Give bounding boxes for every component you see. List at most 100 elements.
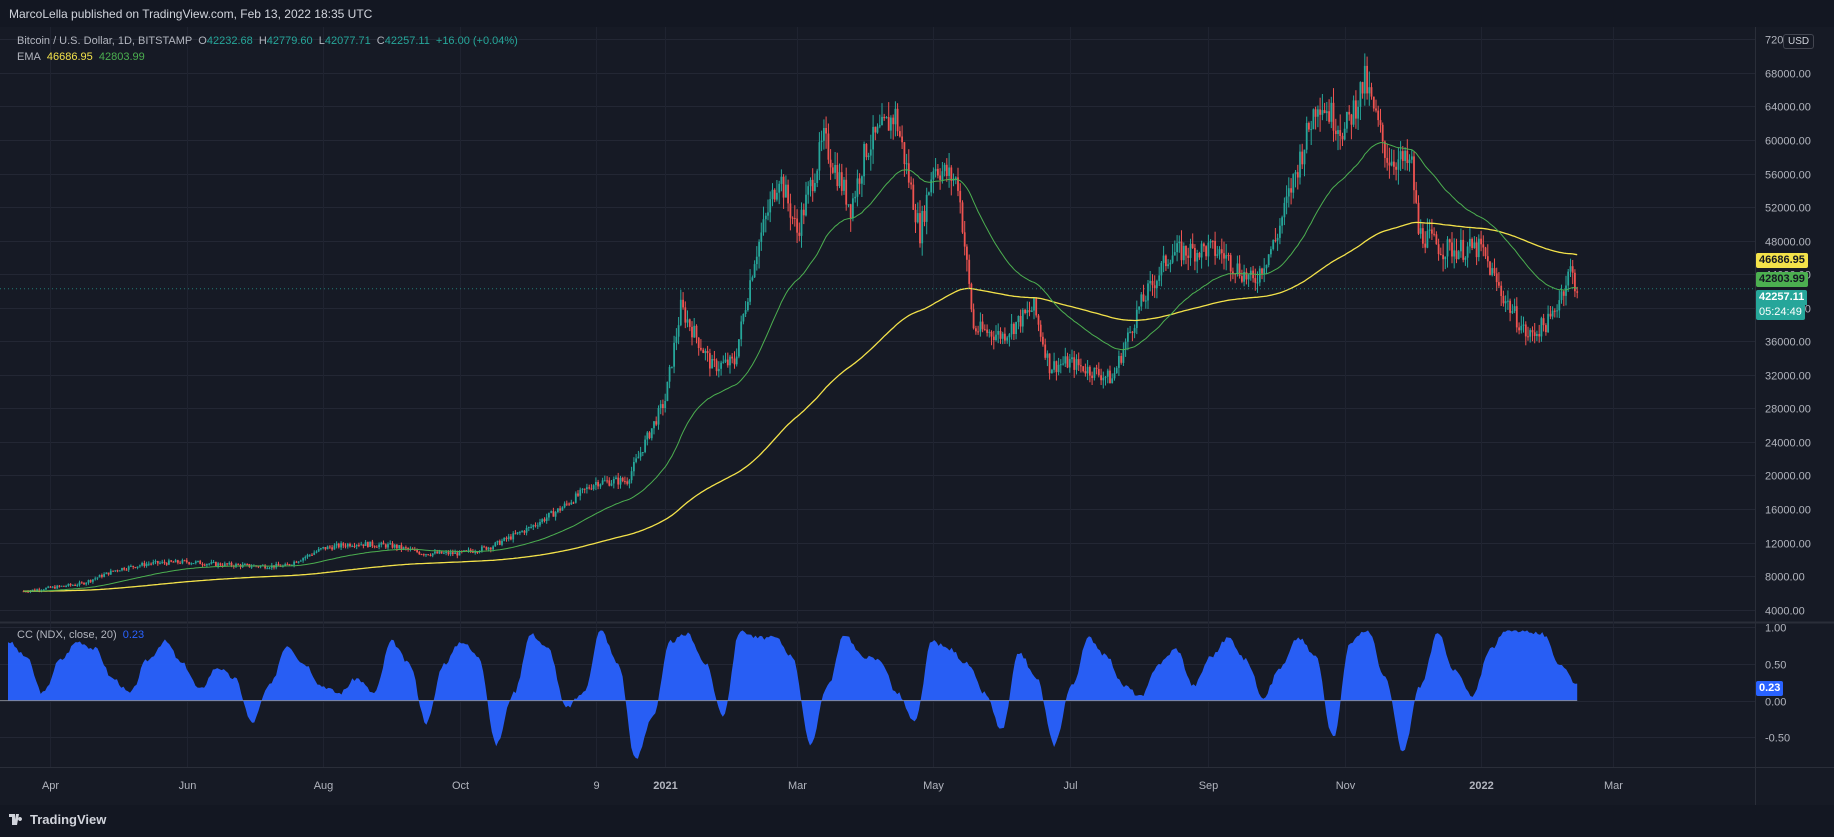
candle-body xyxy=(990,331,993,337)
candle-body xyxy=(109,570,112,575)
candle-body xyxy=(172,561,175,563)
candle-body xyxy=(1189,243,1192,258)
candle-body xyxy=(98,575,101,578)
candle-body xyxy=(733,358,736,365)
candle-body xyxy=(165,563,168,565)
candle-body xyxy=(65,586,67,587)
candle-body xyxy=(744,310,747,314)
candle-body xyxy=(194,561,197,564)
candle-body xyxy=(896,108,899,132)
candle-body xyxy=(943,164,946,172)
candle-body xyxy=(954,177,957,180)
candle-body xyxy=(1426,231,1429,248)
candle-body xyxy=(1272,240,1275,249)
cc-legend[interactable]: CC (NDX, close, 20) 0.23 xyxy=(17,629,147,641)
tradingview-logo[interactable]: TradingView xyxy=(9,812,106,827)
candle-body xyxy=(521,531,523,533)
candle-body xyxy=(789,203,792,218)
candle-body xyxy=(1343,128,1346,140)
candle-body xyxy=(1093,367,1096,378)
candle-body xyxy=(559,508,561,511)
candle-body xyxy=(1325,111,1328,114)
candle-body xyxy=(541,519,544,523)
price-tick-label: 20000.00 xyxy=(1765,471,1811,483)
candle-body xyxy=(887,117,890,131)
candle-body xyxy=(798,232,801,236)
time-tick-label: 9 xyxy=(593,780,599,792)
candle-body xyxy=(1122,349,1125,363)
candle-body xyxy=(626,481,629,484)
candle-body xyxy=(599,484,602,487)
candle-body xyxy=(1241,276,1243,282)
candle-body xyxy=(58,585,61,587)
candle-body xyxy=(1415,190,1418,203)
candle-body xyxy=(118,570,121,572)
candle-body xyxy=(1406,150,1409,163)
candle-body xyxy=(1156,280,1158,289)
candle-body xyxy=(244,564,246,565)
candle-body xyxy=(834,165,836,173)
candle-body xyxy=(1524,324,1527,337)
candle-body xyxy=(1553,310,1556,312)
currency-button[interactable]: USD xyxy=(1783,34,1815,49)
candle-body xyxy=(373,546,376,548)
candle-body xyxy=(351,546,354,547)
candle-body xyxy=(865,144,868,158)
candle-body xyxy=(346,543,349,547)
candle-body xyxy=(655,421,658,425)
candle-body xyxy=(1066,356,1069,368)
candle-body xyxy=(1455,250,1458,260)
candle-body xyxy=(465,550,468,552)
candle-body xyxy=(367,542,369,547)
candle-body xyxy=(854,196,857,199)
candle-body xyxy=(717,368,720,372)
candle-body xyxy=(863,144,865,177)
candle-body xyxy=(641,452,644,453)
candle-body xyxy=(1540,318,1543,337)
chart-canvas[interactable]: 72000.0068000.0064000.0060000.0056000.00… xyxy=(0,27,1834,805)
ema-legend[interactable]: EMA 46686.95 42803.99 xyxy=(17,51,148,63)
candle-body xyxy=(1254,278,1257,283)
candle-body xyxy=(78,582,81,585)
candle-body xyxy=(375,546,378,548)
candle-body xyxy=(778,183,781,193)
candle-body xyxy=(637,456,640,459)
candle-body xyxy=(612,479,615,484)
candle-body xyxy=(317,549,320,552)
candle-body xyxy=(80,582,83,584)
candle-body xyxy=(89,580,92,582)
candle-body xyxy=(382,542,385,545)
candle-body xyxy=(489,547,492,550)
close-label: C xyxy=(376,35,385,47)
candle-body xyxy=(1556,310,1558,312)
candle-body xyxy=(27,591,29,593)
candle-body xyxy=(369,541,371,547)
candle-body xyxy=(791,217,794,219)
candle-body xyxy=(492,546,494,550)
time-tick-label: Jun xyxy=(179,780,197,792)
candle-body xyxy=(416,549,418,552)
candle-body xyxy=(139,565,141,567)
candle-body xyxy=(691,326,693,338)
candle-body xyxy=(1111,378,1114,384)
candle-body xyxy=(396,544,398,549)
candle-body xyxy=(1386,157,1389,163)
candle-body xyxy=(883,116,886,119)
candle-body xyxy=(615,477,617,479)
candle-body xyxy=(1569,266,1572,272)
close-value: 42257.11 xyxy=(384,35,430,47)
time-tick-label: Sep xyxy=(1199,780,1219,792)
candle-body xyxy=(930,179,933,193)
candle-body xyxy=(1129,331,1131,333)
candle-body xyxy=(302,558,304,561)
candle-body xyxy=(1294,172,1297,174)
candle-body xyxy=(474,552,477,553)
time-tick-label: Mar xyxy=(788,780,807,792)
candle-body xyxy=(174,560,177,563)
ema-long-price-badge: 46686.95 xyxy=(1756,253,1808,268)
time-tick-label: 2021 xyxy=(653,780,677,792)
candle-body xyxy=(331,547,333,550)
candle-body xyxy=(1500,285,1503,296)
candle-body xyxy=(1042,336,1044,345)
candle-body xyxy=(1352,100,1355,125)
